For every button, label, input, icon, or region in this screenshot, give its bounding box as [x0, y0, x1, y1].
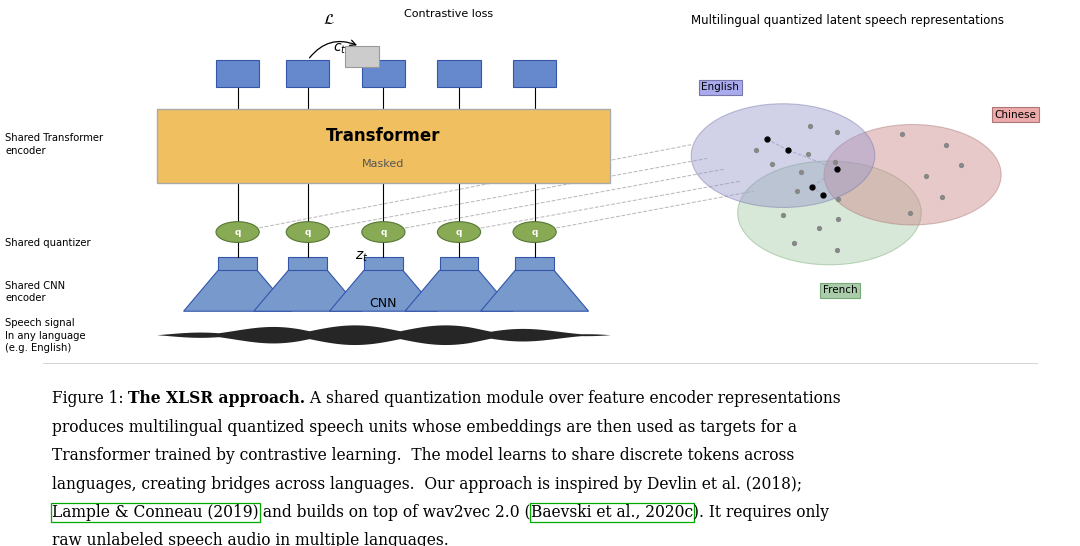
Text: q: q: [531, 228, 538, 236]
Text: q: q: [234, 228, 241, 236]
Text: and builds on top of wav2vec 2.0 (: and builds on top of wav2vec 2.0 (: [258, 504, 531, 521]
Bar: [286, 60, 329, 87]
Bar: [216, 60, 259, 87]
Text: A shared quantization module over feature encoder representations: A shared quantization module over featur…: [306, 390, 841, 407]
Text: languages, creating bridges across languages.  Our approach is inspired by Devli: languages, creating bridges across langu…: [52, 476, 802, 492]
Text: Baevski et al., 2020c: Baevski et al., 2020c: [531, 504, 693, 521]
Text: CNN: CNN: [369, 296, 397, 310]
Text: Masked: Masked: [362, 159, 405, 169]
Text: English: English: [701, 82, 740, 92]
Bar: [364, 257, 403, 270]
Text: q: q: [305, 228, 311, 236]
Text: $\mathcal{L}$: $\mathcal{L}$: [323, 11, 336, 27]
Text: French: French: [823, 286, 858, 295]
Ellipse shape: [738, 161, 921, 265]
Text: Transformer trained by contrastive learning.  The model learns to share discrete: Transformer trained by contrastive learn…: [52, 447, 794, 464]
Bar: [288, 257, 327, 270]
Text: Lample & Conneau (2019): Lample & Conneau (2019): [52, 504, 258, 521]
Polygon shape: [405, 270, 513, 311]
Text: Transformer: Transformer: [326, 127, 441, 145]
Text: Figure 1:: Figure 1:: [52, 390, 129, 407]
Text: ). It requires only: ). It requires only: [693, 504, 829, 521]
Text: produces multilingual quantized speech units whose embeddings are then used as t: produces multilingual quantized speech u…: [52, 419, 797, 436]
Bar: [440, 257, 478, 270]
Polygon shape: [184, 270, 292, 311]
Text: q: q: [380, 228, 387, 236]
Ellipse shape: [286, 222, 329, 242]
Bar: [345, 46, 379, 67]
Bar: [515, 257, 554, 270]
Text: Speech signal
In any language
(e.g. English): Speech signal In any language (e.g. Engl…: [5, 318, 86, 353]
Ellipse shape: [437, 222, 481, 242]
Bar: [437, 60, 481, 87]
Ellipse shape: [216, 222, 259, 242]
Text: Contrastive loss: Contrastive loss: [404, 9, 492, 19]
Ellipse shape: [691, 104, 875, 207]
Ellipse shape: [362, 222, 405, 242]
Polygon shape: [254, 270, 362, 311]
Ellipse shape: [513, 222, 556, 242]
Text: $z_t$: $z_t$: [355, 250, 368, 264]
Text: q: q: [456, 228, 462, 236]
Polygon shape: [329, 270, 437, 311]
Text: The XLSR approach.: The XLSR approach.: [129, 390, 306, 407]
Text: Multilingual quantized latent speech representations: Multilingual quantized latent speech rep…: [691, 14, 1004, 27]
Text: Chinese: Chinese: [995, 110, 1036, 120]
Text: Shared CNN
encoder: Shared CNN encoder: [5, 281, 66, 304]
Bar: [157, 109, 610, 183]
Bar: [362, 60, 405, 87]
Text: Shared quantizer: Shared quantizer: [5, 238, 91, 248]
Text: Shared Transformer
encoder: Shared Transformer encoder: [5, 133, 104, 156]
Text: $c_t$: $c_t$: [334, 42, 347, 56]
Polygon shape: [481, 270, 589, 311]
Ellipse shape: [824, 124, 1001, 225]
Text: raw unlabeled speech audio in multiple languages.: raw unlabeled speech audio in multiple l…: [52, 532, 448, 546]
Bar: [218, 257, 257, 270]
Bar: [513, 60, 556, 87]
